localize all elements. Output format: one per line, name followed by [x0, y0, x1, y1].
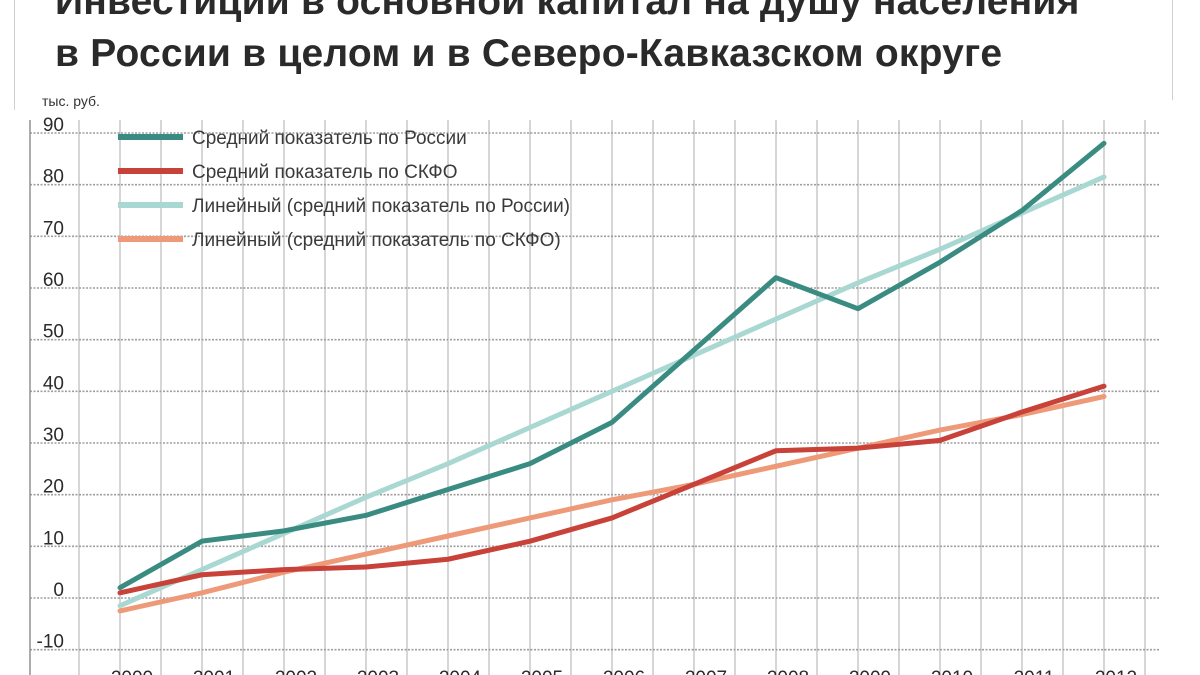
x-tick-label: 2011 [1014, 668, 1055, 675]
series-line-skfo [117, 383, 1107, 596]
legend-label: Линейный (средний показатель по России) [192, 196, 570, 217]
x-tick-label: 2009 [849, 668, 891, 675]
legend-label: Линейный (средний показатель по СКФО) [192, 230, 561, 251]
y-axis-ticks: -10 0 10 20 30 40 50 60 70 80 90 [37, 115, 64, 653]
x-tick-label: 2002 [275, 668, 317, 675]
chart-title-line-2: в России в целом и в Северо-Кавказском о… [55, 32, 1003, 75]
frame-right-edge [1172, 0, 1173, 100]
legend-label: Средний показатель по СКФО [192, 162, 458, 183]
y-tick-label: 40 [43, 373, 64, 394]
y-tick-label: 80 [43, 167, 64, 188]
x-tick-label: 2012 [1095, 668, 1137, 675]
series-lines [117, 140, 1107, 614]
x-tick-label: 2010 [931, 668, 973, 675]
x-tick-label: 2000 [111, 668, 153, 675]
series-line-skfo-linear [117, 394, 1107, 614]
y-tick-label: 20 [43, 477, 64, 498]
chart-title-line-1: Инвестиции в основной капитал на душу на… [55, 0, 1080, 23]
series-line-russia-linear [117, 174, 1107, 609]
legend: Средний показатель по России Средний пока… [118, 128, 570, 251]
x-tick-label: 2003 [357, 668, 399, 675]
x-tick-label: 2008 [767, 668, 809, 675]
x-tick-label: 2001 [193, 668, 235, 675]
y-tick-label: -10 [37, 632, 64, 653]
x-tick-label: 2005 [521, 668, 563, 675]
y-tick-label: 30 [43, 425, 64, 446]
y-tick-label: 60 [43, 270, 64, 291]
y-tick-label: 90 [43, 115, 64, 136]
legend-label: Средний показатель по России [192, 128, 467, 149]
y-tick-label: 70 [43, 218, 64, 239]
series-line-russia [117, 140, 1107, 591]
x-tick-label: 2004 [439, 668, 482, 675]
frame-left-edge [14, 0, 15, 110]
x-tick-label: 2006 [603, 668, 645, 675]
y-tick-label: 50 [43, 322, 64, 343]
y-tick-label: 0 [53, 580, 64, 601]
y-axis-unit-label: тыс. руб. [42, 93, 100, 109]
x-tick-label: 2007 [685, 668, 727, 675]
x-axis-ticks: 2000 2001 2002 2003 2004 2005 2006 2007 2008 2009… [111, 668, 1137, 675]
y-tick-label: 10 [43, 528, 64, 549]
chart-title: Инвестиции в основной капитал на душу на… [55, 0, 1175, 80]
